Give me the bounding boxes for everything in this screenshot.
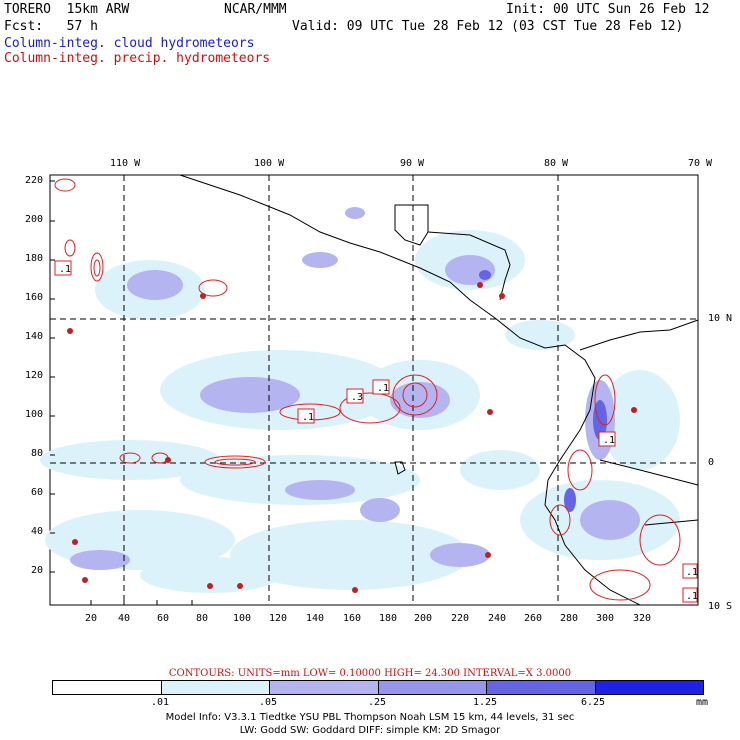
- y-tick-label: 200: [25, 214, 44, 225]
- x-tick-label: 200: [414, 613, 433, 624]
- contour-box-label: .1: [686, 567, 698, 578]
- field-cloud-label: Column-integ. cloud hydrometeors: [4, 36, 255, 51]
- model-physics: LW: Godd SW: Goddard DIFF: simple KM: 2D…: [239, 725, 501, 736]
- contour-box-label: .1: [686, 591, 698, 602]
- x-tick-label: 180: [379, 613, 398, 624]
- colorbar-label: .25: [367, 697, 387, 708]
- field-precip-label: Column-integ. precip. hydrometeors: [4, 51, 271, 66]
- lat-label: 10 S: [708, 601, 733, 612]
- lon-label: 80 W: [544, 158, 569, 169]
- lon-label: 70 W: [688, 158, 713, 169]
- y-tick-label: 100: [25, 409, 44, 420]
- lon-label: 110 W: [110, 158, 141, 169]
- y-tick-label: 120: [25, 370, 44, 381]
- colorbar-label: 6.25: [580, 697, 606, 708]
- y-tick-label: 80: [31, 448, 44, 459]
- x-tick-label: 300: [596, 613, 615, 624]
- colorbar-swatch: [487, 681, 596, 694]
- contour-box-label: .3: [351, 392, 363, 403]
- x-tick-label: 120: [269, 613, 288, 624]
- precip-contours: [54, 178, 681, 601]
- y-tick-label: 40: [31, 526, 44, 537]
- y-tick-label: 220: [25, 175, 44, 186]
- colorbar-swatch: [270, 681, 379, 694]
- colorbar-unit: mm: [695, 697, 709, 708]
- y-tick-label: 160: [25, 292, 44, 303]
- x-tick-label: 60: [157, 613, 170, 624]
- colorbar-label: .05: [258, 697, 278, 708]
- colorbar-label: .01: [150, 697, 170, 708]
- model-info: Model Info: V3.3.1 Tiedtke YSU PBL Thomp…: [165, 712, 575, 723]
- colorbar-swatch: [53, 681, 162, 694]
- x-tick-label: 240: [488, 613, 507, 624]
- y-tick-label: 180: [25, 253, 44, 264]
- y-tick-label: 140: [25, 331, 44, 342]
- x-tick-label: 320: [633, 613, 652, 624]
- lat-label: 10 N: [708, 313, 733, 324]
- x-tick-label: 100: [233, 613, 252, 624]
- colorbar: [52, 680, 704, 695]
- x-tick-label: 260: [524, 613, 543, 624]
- x-tick-label: 140: [306, 613, 325, 624]
- colorbar-swatch: [595, 681, 703, 694]
- contour-box-label: .1: [302, 412, 314, 423]
- lon-label: 90 W: [400, 158, 425, 169]
- x-tick-label: 220: [451, 613, 470, 624]
- model-title: TORERO 15km ARW: [4, 2, 130, 17]
- colorbar-label: 1.25: [472, 697, 498, 708]
- lat-label: 0: [708, 457, 715, 468]
- x-tick-label: 40: [118, 613, 131, 624]
- valid-time: Valid: 09 UTC Tue 28 Feb 12 (03 CST Tue …: [292, 19, 684, 34]
- graticule: [50, 175, 698, 605]
- x-tick-label: 80: [196, 613, 209, 624]
- y-tick-label: 60: [31, 487, 44, 498]
- contour-info: CONTOURS: UNITS=mm LOW= 0.10000 HIGH= 24…: [168, 668, 572, 679]
- lon-label: 100 W: [254, 158, 285, 169]
- precip-cells: [67, 282, 637, 593]
- colorbar-swatch: [378, 681, 487, 694]
- x-tick-label: 280: [560, 613, 579, 624]
- contour-box-label: .1: [59, 264, 71, 275]
- x-tick-label: 20: [85, 613, 98, 624]
- init-time: Init: 00 UTC Sun 26 Feb 12: [506, 2, 710, 17]
- y-tick-label: 20: [31, 565, 44, 576]
- contour-label-boxes: [54, 260, 698, 603]
- forecast-hour: Fcst: 57 h: [4, 19, 98, 34]
- org-label: NCAR/MMM: [224, 2, 287, 17]
- x-tick-label: 160: [343, 613, 362, 624]
- colorbar-swatch: [161, 681, 270, 694]
- axis-ticks: [50, 180, 193, 605]
- contour-box-label: .1: [377, 383, 389, 394]
- contour-box-label: .1: [603, 435, 615, 446]
